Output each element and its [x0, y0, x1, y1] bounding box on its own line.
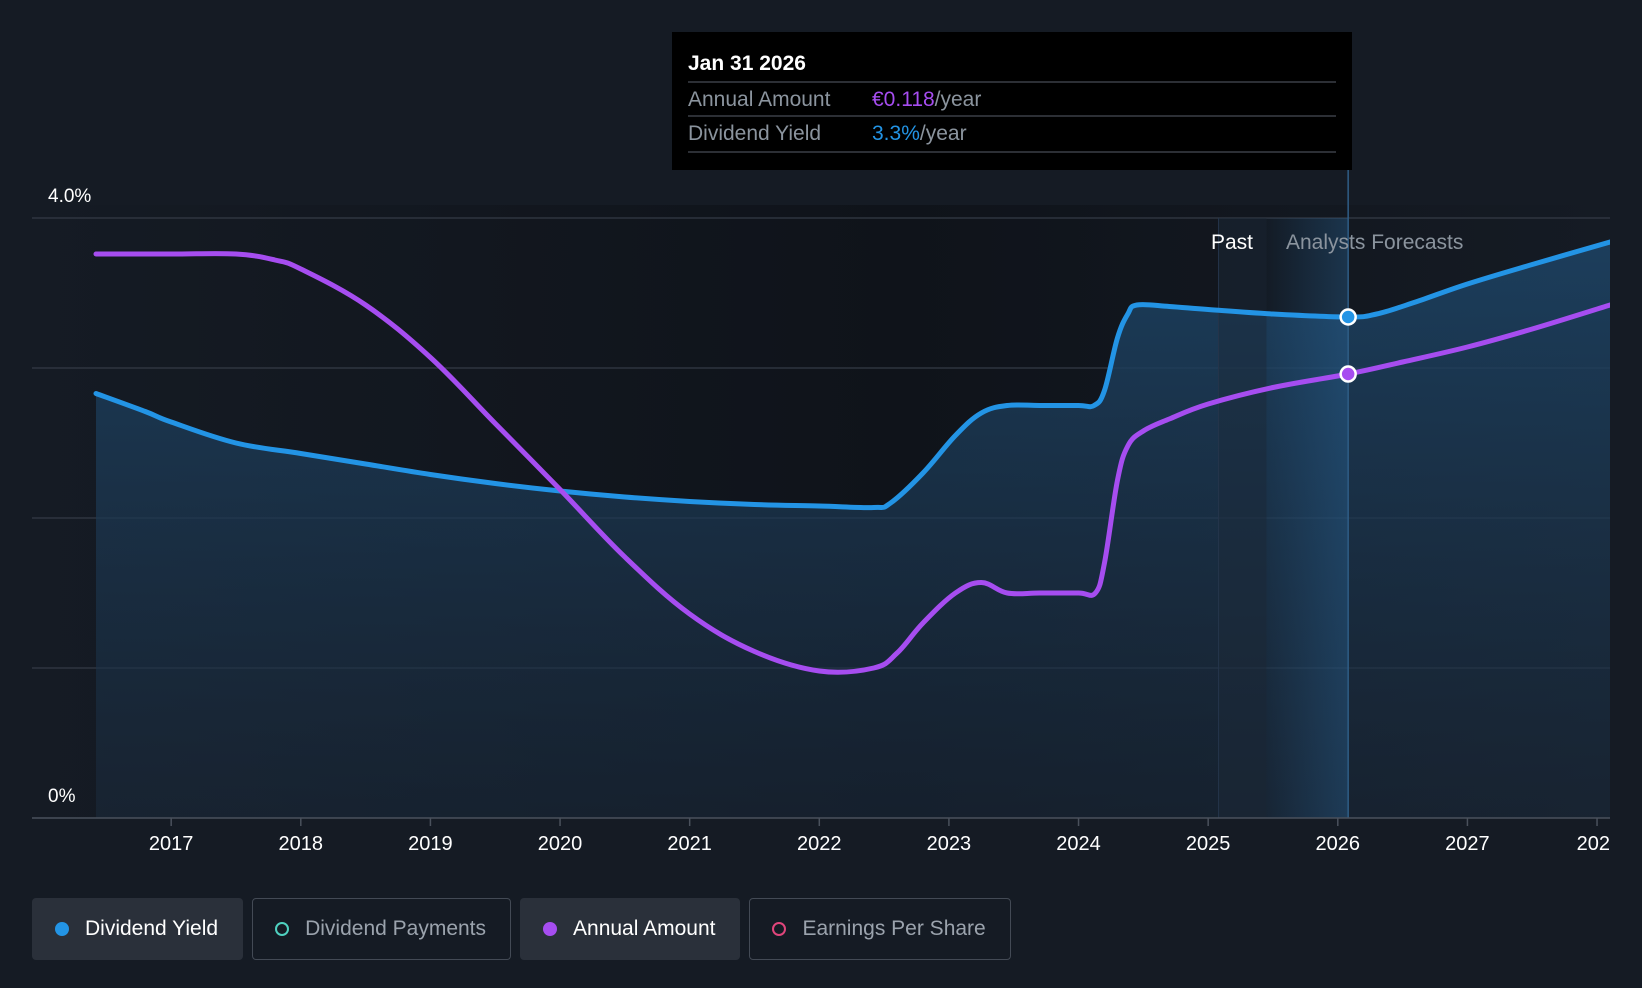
legend-label: Dividend Payments [305, 917, 487, 940]
x-tick-label: 2022 [797, 833, 842, 855]
legend: Dividend Yield Dividend Payments Annual … [32, 898, 1011, 960]
highlight-point [1339, 365, 1357, 383]
tooltip-yield-label: Dividend Yield [688, 122, 821, 145]
series-line [93, 239, 1610, 511]
highlight-point [1339, 308, 1357, 326]
legend-dividend-yield[interactable]: Dividend Yield [32, 898, 244, 960]
annual-amount-dot-icon [543, 922, 558, 936]
legend-earnings-per-share[interactable]: Earnings Per Share [749, 898, 1011, 960]
legend-label: Annual Amount [573, 917, 716, 940]
y-label-top: 4.0% [48, 186, 91, 207]
legend-annual-amount[interactable]: Annual Amount [520, 898, 741, 960]
x-tick-label: 202 [1577, 833, 1610, 855]
series-lines [93, 239, 1610, 675]
series-line [93, 251, 1610, 675]
period-bands [1218, 170, 1349, 818]
series-area [96, 242, 1610, 818]
axes: 2017 2018 2019 2020 2021 2022 2023 2024 2025 2026… [32, 817, 1610, 855]
x-tick-label: 2027 [1445, 833, 1490, 855]
y-label-bottom: 0% [48, 786, 76, 807]
x-tick-label: 2017 [149, 833, 194, 855]
x-tick-label: 2025 [1186, 833, 1231, 855]
x-tick-label: 2023 [927, 833, 972, 855]
x-tick-label: 2021 [667, 833, 712, 855]
legend-dividend-payments[interactable]: Dividend Payments [252, 898, 512, 960]
tooltip-yield-value: 3.3%/year [872, 122, 967, 145]
tooltip-annual-value: €0.118/year [872, 88, 981, 111]
tooltip-date: Jan 31 2026 [688, 52, 806, 75]
x-tick-label: 2020 [538, 833, 583, 855]
x-tick-label: 2026 [1316, 833, 1361, 855]
x-tick-label: 2024 [1056, 833, 1101, 855]
tooltip: Jan 31 2026 Annual Amount €0.118/year Di… [672, 32, 1352, 170]
past-band [1218, 218, 1267, 818]
legend-label: Earnings Per Share [802, 917, 986, 940]
x-tick-label: 2018 [279, 833, 324, 855]
dividend-payments-ring-icon [275, 922, 290, 936]
dividend-yield-dot-icon [55, 922, 69, 936]
x-tick-label: 2019 [408, 833, 453, 855]
legend-label: Dividend Yield [85, 917, 219, 940]
highlight-band [1266, 218, 1349, 818]
tooltip-box [672, 32, 1352, 170]
forecast-label: Analysts Forecasts [1286, 231, 1463, 254]
tooltip-annual-label: Annual Amount [688, 88, 831, 111]
highlight-points [1339, 308, 1357, 383]
past-label: Past [1211, 231, 1253, 254]
area-fill [96, 242, 1610, 818]
earnings-per-share-ring-icon [772, 922, 787, 936]
